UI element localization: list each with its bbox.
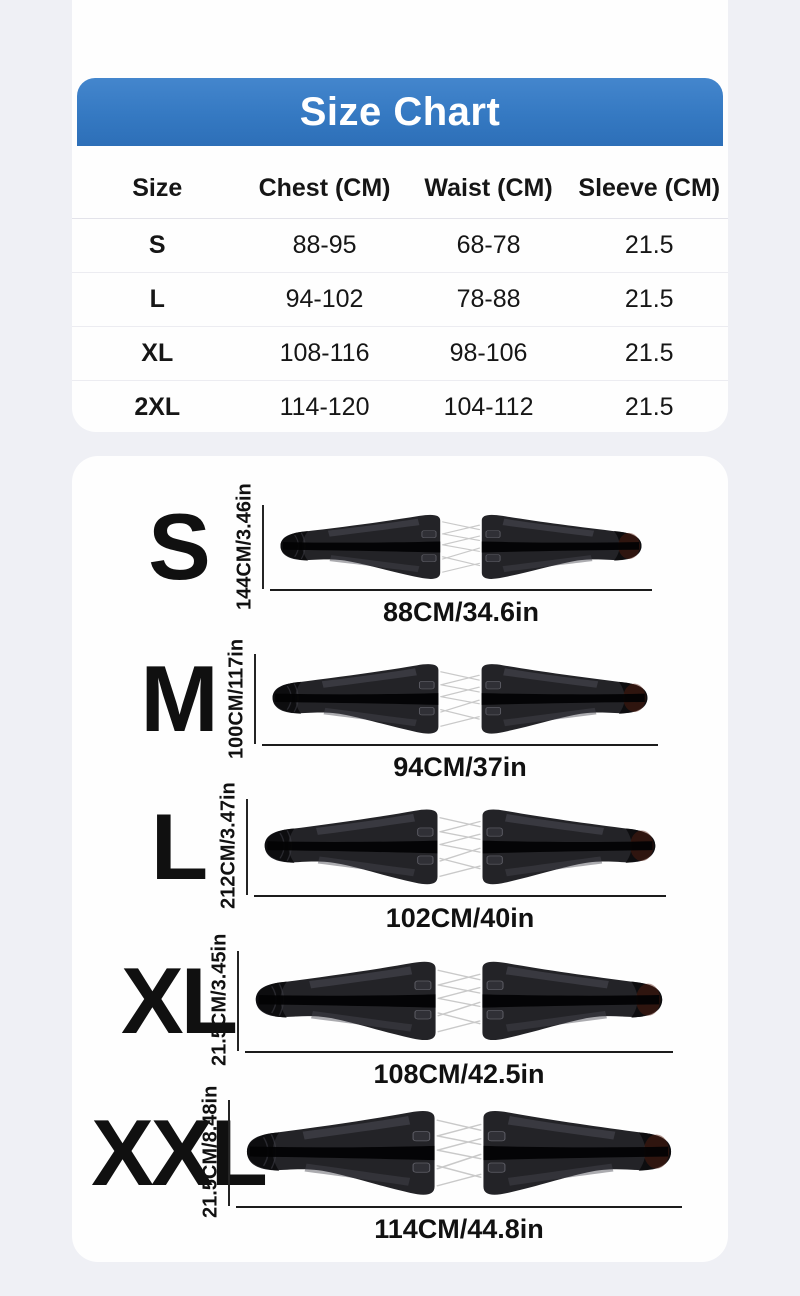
brace-laces	[436, 1119, 482, 1187]
table-row: S 88-95 68-78 21.5	[72, 219, 728, 273]
size-table: Size Chest (CM) Waist (CM) Sleeve (CM) S…	[72, 158, 728, 434]
back-brace-illustration	[272, 664, 648, 734]
size-diagram-row-s: S 144CM/3.46in	[72, 484, 728, 661]
brace-right-half	[483, 1111, 672, 1195]
size-label: S	[148, 494, 211, 599]
size-diagrams-card: S 144CM/3.46in	[72, 456, 728, 1262]
height-dimension-line	[262, 505, 264, 589]
table-row: 2XL 114-120 104-112 21.5	[72, 381, 728, 434]
size-label: XL	[120, 948, 238, 1053]
size-label: M	[140, 646, 218, 751]
width-dimension-label: 88CM/34.6in	[382, 597, 540, 627]
width-dimension-label: 114CM/44.8in	[374, 1214, 544, 1244]
width-dimension-label: 94CM/37in	[393, 752, 527, 782]
size-cell: L	[149, 285, 165, 313]
table-row: XL 108-116 98-106 21.5	[72, 327, 728, 381]
width-dimension-line	[254, 895, 666, 897]
column-header-waist: Waist (CM)	[424, 173, 553, 202]
column-header-chest: Chest (CM)	[258, 173, 391, 202]
brace-left-half	[255, 961, 436, 1041]
brace-laces	[437, 969, 481, 1033]
table-row: L 94-102 78-88 21.5	[72, 273, 728, 327]
back-brace-illustration	[264, 809, 656, 885]
brace-image	[262, 805, 658, 889]
size-diagram-row-l: L 212CM/3.47in	[72, 783, 728, 955]
column-header-size: Size	[132, 173, 183, 202]
brace-left-half	[272, 664, 439, 734]
size-cell: S	[148, 231, 166, 259]
brace-right-half	[481, 664, 648, 734]
brace-laces	[440, 671, 480, 727]
size-diagram-row-m: M 100CM/117in	[72, 639, 728, 810]
brace-left-half	[280, 514, 441, 579]
table-header-row: Size Chest (CM) Waist (CM) Sleeve (CM)	[72, 158, 728, 219]
brace-right-half	[481, 514, 642, 579]
height-dimension-label: 21.5CM/8.48in	[199, 1085, 222, 1219]
width-dimension-label: 102CM/40in	[385, 903, 535, 933]
brace-right-half	[482, 809, 656, 885]
height-dimension-line	[254, 654, 256, 744]
back-brace-illustration	[280, 514, 642, 579]
brace-image	[244, 1106, 674, 1200]
brace-left-half	[246, 1111, 435, 1195]
brace-laces	[441, 521, 481, 573]
width-dimension-line	[236, 1206, 682, 1208]
waist-cell: 78-88	[456, 285, 521, 313]
size-cell: XL	[141, 339, 174, 367]
chest-cell: 88-95	[292, 231, 357, 259]
brace-image	[253, 957, 665, 1045]
width-dimension-line	[270, 589, 652, 591]
height-dimension-label: 100CM/117in	[225, 638, 248, 760]
sleeve-cell: 21.5	[624, 339, 674, 367]
brace-left-half	[264, 809, 438, 885]
height-dimension-label: 21.5CM/3.45in	[208, 933, 231, 1067]
chest-cell: 94-102	[285, 285, 364, 313]
brace-image	[270, 660, 650, 738]
width-dimension-line	[262, 744, 658, 746]
chest-cell: 114-120	[279, 393, 370, 421]
sleeve-cell: 21.5	[624, 393, 674, 421]
brace-laces	[439, 817, 481, 877]
sleeve-cell: 21.5	[624, 285, 674, 313]
size-chart-title-bar: Size Chart	[77, 78, 723, 146]
height-dimension-line	[228, 1100, 230, 1206]
brace-image	[278, 511, 644, 583]
chest-cell: 108-116	[279, 339, 370, 367]
size-label: L	[150, 794, 208, 899]
size-label: XXL	[91, 1100, 268, 1205]
width-dimension-label: 108CM/42.5in	[373, 1059, 545, 1089]
sleeve-cell: 21.5	[624, 231, 674, 259]
height-dimension-label: 212CM/3.47in	[217, 782, 240, 910]
waist-cell: 104-112	[443, 393, 534, 421]
waist-cell: 98-106	[449, 339, 528, 367]
waist-cell: 68-78	[456, 231, 521, 259]
size-diagram-row-xl: XL 21.5CM/3.45in	[72, 934, 728, 1107]
size-chart-card: Size Chart Size Chest (CM) Waist (CM) Sl…	[72, 0, 728, 432]
height-dimension-label: 144CM/3.46in	[233, 483, 256, 611]
size-cell: 2XL	[134, 393, 181, 421]
back-brace-illustration	[246, 1111, 672, 1195]
brace-right-half	[482, 961, 663, 1041]
back-brace-illustration	[255, 961, 663, 1041]
width-dimension-line	[245, 1051, 673, 1053]
size-chart-title: Size Chart	[299, 89, 501, 134]
height-dimension-line	[237, 951, 239, 1051]
height-dimension-line	[246, 799, 248, 895]
size-diagram-row-xxl: XXL 21.5CM/8.48in	[72, 1086, 728, 1266]
column-header-sleeve: Sleeve (CM)	[578, 173, 721, 202]
